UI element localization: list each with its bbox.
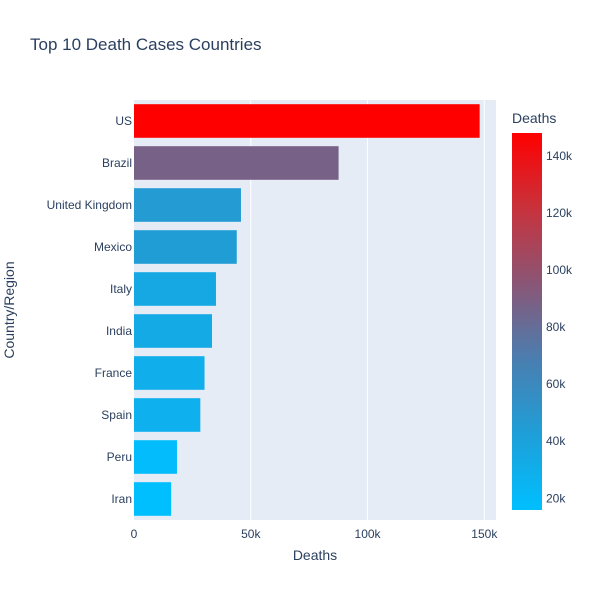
x-axis-title: Deaths [293,547,337,563]
y-tick-label: Iran [111,492,132,506]
y-axis-title: Country/Region [1,261,17,358]
x-tick-label: 100k [355,527,382,541]
colorbar-tick-label: 100k [546,263,573,277]
bar-spain[interactable] [134,398,201,432]
y-tick-label: Mexico [94,240,132,254]
x-tick-labels: 0 50k 100k 150k [131,527,499,541]
bar-peru[interactable] [134,440,177,474]
bar-brazil[interactable] [134,146,339,180]
colorbar-tick-label: 140k [546,149,573,163]
colorbar-title: Deaths [512,110,556,126]
bar-us[interactable] [134,104,480,138]
x-tick-label: 50k [241,527,261,541]
y-tick-label: Peru [107,450,132,464]
bar-italy[interactable] [134,272,216,306]
chart-title: Top 10 Death Cases Countries [30,35,262,54]
x-tick-label: 150k [471,527,498,541]
colorbar-tick-label: 40k [546,434,566,448]
bar-iran[interactable] [134,482,172,516]
y-tick-label: India [106,324,132,338]
bar-united-kingdom[interactable] [134,188,241,222]
y-tick-label: France [95,366,133,380]
y-tick-label: United Kingdom [47,198,132,212]
colorbar-tick-label: 80k [546,320,566,334]
x-tick-label: 0 [131,527,138,541]
bar-france[interactable] [134,356,205,390]
y-tick-label: Spain [101,408,132,422]
y-tick-label: Italy [110,282,132,296]
y-tick-labels: US Brazil United Kingdom Mexico Italy India Fr… [47,114,133,506]
colorbar-ticks: 20k 40k 60k 80k 100k 120k 140k [546,149,573,505]
colorbar-tick-label: 120k [546,206,573,220]
y-tick-label: Brazil [102,156,132,170]
colorbar-tick-label: 20k [546,491,566,505]
colorbar [512,133,542,510]
bars [134,104,480,516]
bar-india[interactable] [134,314,213,348]
y-tick-label: US [115,114,132,128]
bar-mexico[interactable] [134,230,237,264]
colorbar-tick-label: 60k [546,377,566,391]
